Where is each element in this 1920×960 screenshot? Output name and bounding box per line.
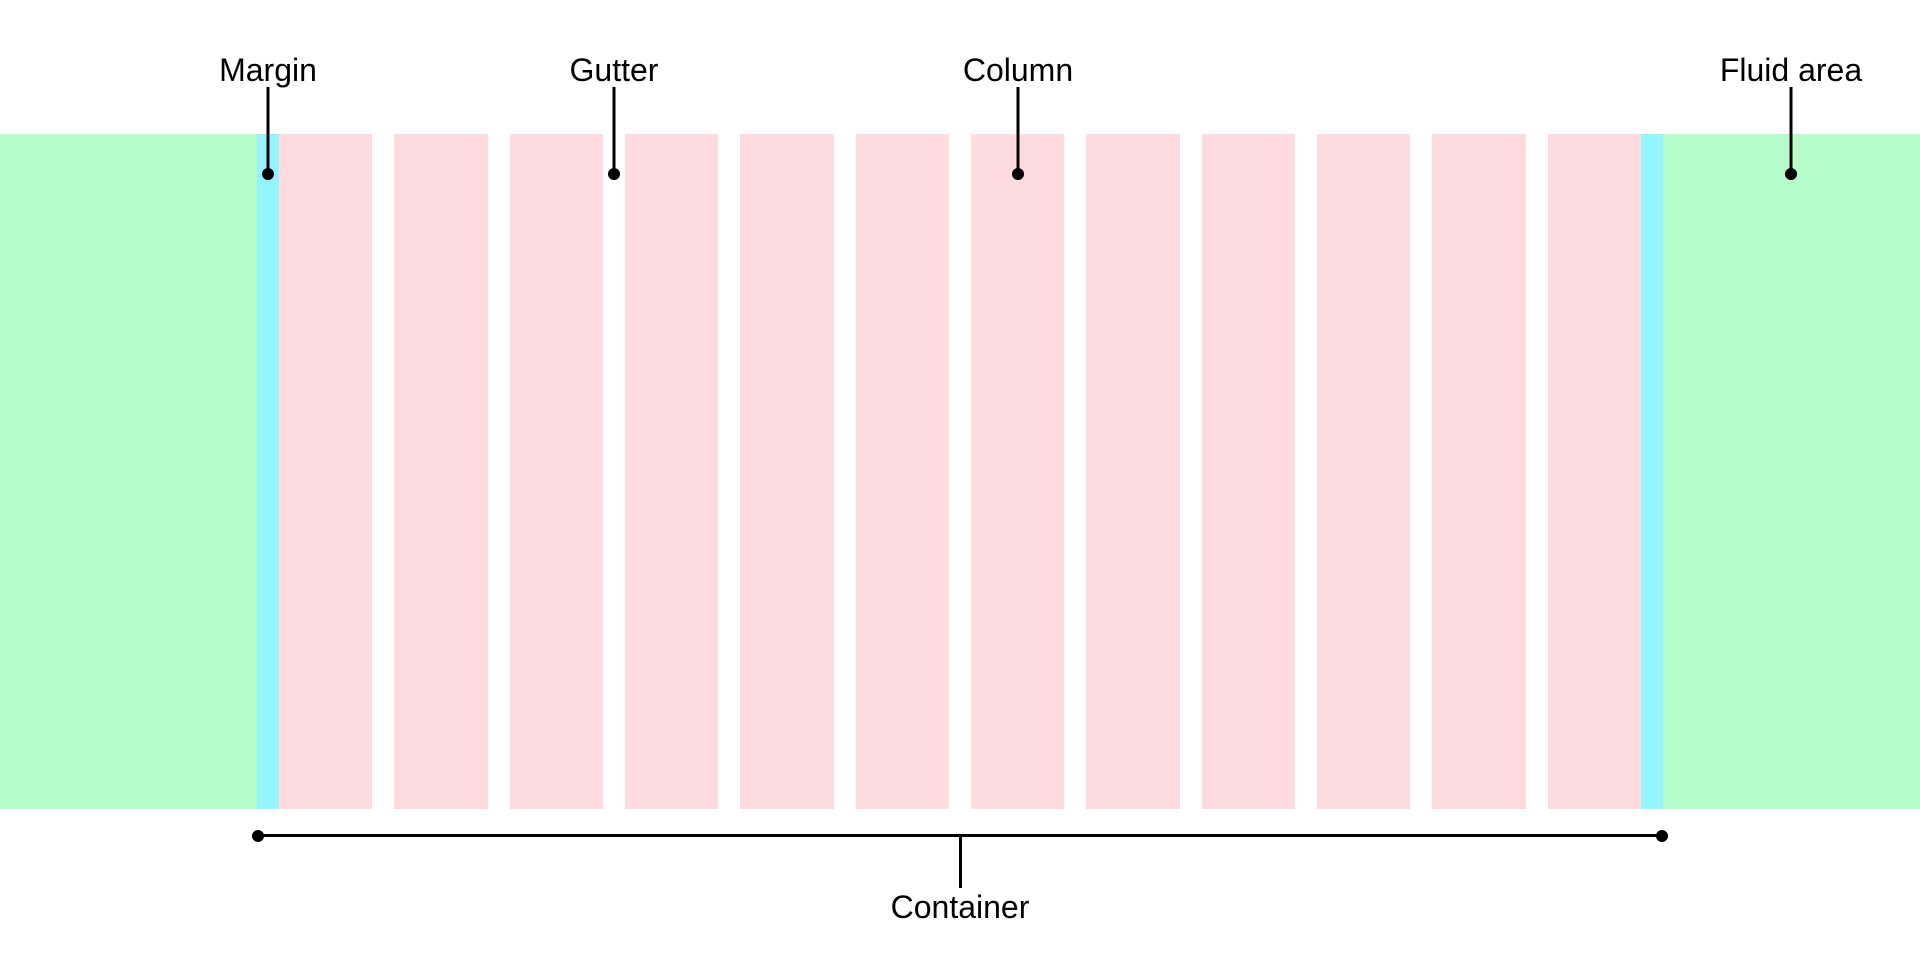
grid-column <box>394 134 488 809</box>
fluid-area-label: Fluid area <box>1719 52 1863 88</box>
grid-column <box>624 134 719 809</box>
container-measure-dot-left <box>251 829 264 842</box>
margin-label: Margin <box>219 52 317 88</box>
grid-column <box>970 134 1065 809</box>
grid-column <box>1432 134 1526 809</box>
column-label: Column <box>962 52 1074 88</box>
column-leader-line <box>1016 87 1020 174</box>
grid-column <box>279 134 373 809</box>
container-label: Container <box>890 889 1030 925</box>
container-measure-dot-right <box>1656 829 1668 842</box>
fluid-area-dot <box>1785 168 1797 180</box>
grid-columns <box>279 134 1641 809</box>
column-dot <box>1012 168 1024 180</box>
margin-stripe-left <box>257 134 279 809</box>
margin-dot <box>262 168 274 180</box>
container-measure-tick <box>959 834 962 888</box>
grid-column <box>1547 134 1641 809</box>
grid-column <box>1316 134 1411 809</box>
grid-column <box>855 134 949 809</box>
gutter-label: Gutter <box>569 52 659 88</box>
gutter-dot <box>608 168 620 180</box>
grid-column <box>1201 134 1295 809</box>
grid-column <box>740 134 834 809</box>
fluid-area-leader-line <box>1789 87 1793 174</box>
grid-column <box>509 134 603 809</box>
gutter-leader-line <box>612 87 616 174</box>
grid-column <box>1086 134 1180 809</box>
margin-leader-line <box>266 87 270 174</box>
margin-stripe-right <box>1641 134 1663 809</box>
